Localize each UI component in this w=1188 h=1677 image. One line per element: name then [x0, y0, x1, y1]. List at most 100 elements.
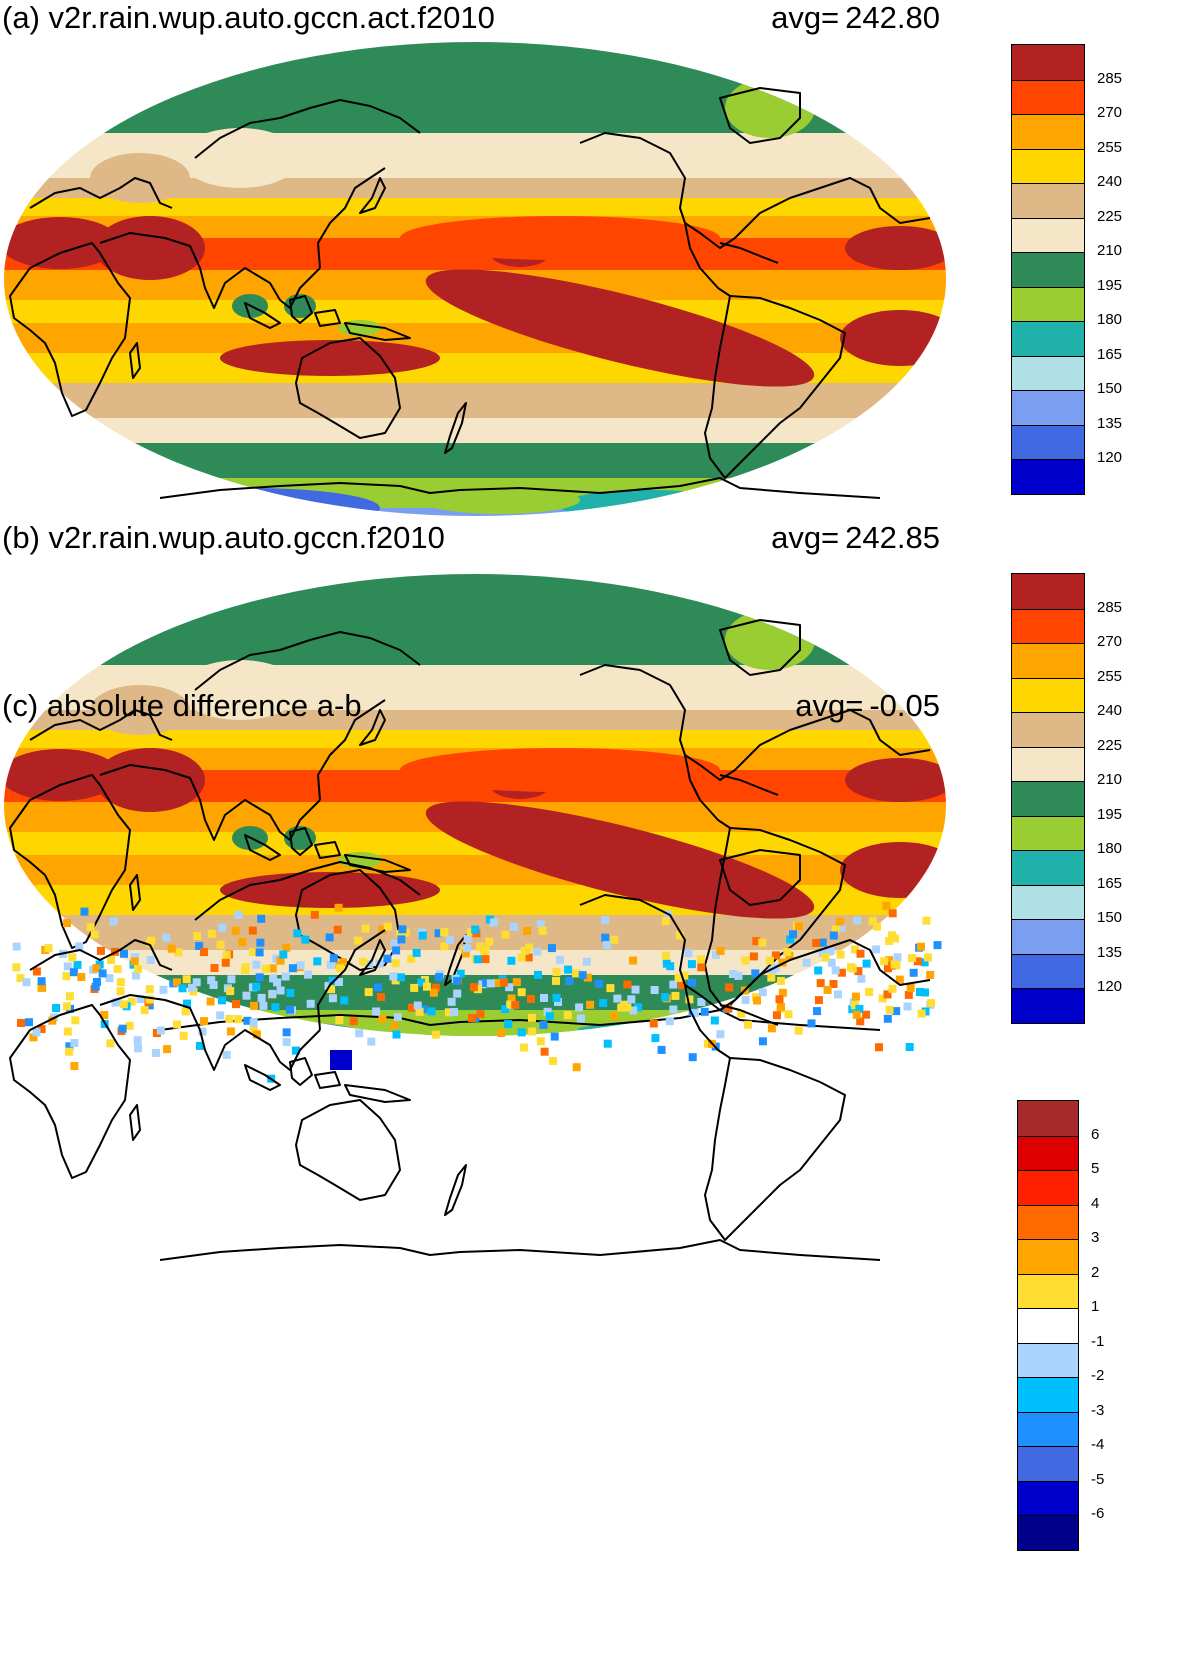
difference-cell — [62, 972, 71, 981]
difference-cell — [423, 982, 431, 991]
difference-cell — [712, 950, 720, 959]
map — [9, 849, 942, 1261]
coastline — [684, 222, 731, 297]
difference-cell — [836, 950, 845, 959]
difference-cell — [685, 995, 694, 1004]
difference-cell — [334, 903, 343, 912]
difference-cell — [873, 922, 881, 931]
difference-cell — [349, 1017, 358, 1026]
field-region — [845, 226, 946, 270]
difference-cell — [407, 1003, 416, 1012]
difference-cell — [131, 971, 140, 980]
coastline — [29, 709, 173, 741]
colorbar-swatch — [1018, 1101, 1078, 1136]
colorbar-tick-label: 135 — [1097, 943, 1123, 961]
difference-cell — [500, 978, 508, 987]
difference-cell — [91, 982, 100, 991]
difference-cell — [586, 1000, 595, 1009]
difference-cell — [243, 1016, 252, 1025]
difference-cell — [147, 936, 156, 945]
field-region — [180, 128, 300, 188]
difference-cell — [576, 1014, 585, 1023]
difference-cell — [697, 963, 706, 972]
difference-cell — [700, 1007, 709, 1016]
difference-cell — [136, 995, 145, 1003]
difference-cell — [286, 988, 295, 997]
difference-cell — [684, 949, 693, 958]
difference-cell — [429, 988, 438, 997]
difference-cell — [397, 973, 405, 982]
difference-cell — [601, 916, 609, 925]
difference-cell — [209, 981, 218, 989]
difference-cell — [32, 1028, 41, 1037]
difference-cell — [856, 1017, 865, 1026]
difference-cell — [753, 996, 761, 1005]
difference-cell — [393, 1012, 402, 1021]
difference-cell — [255, 973, 264, 982]
field-region — [845, 758, 946, 802]
difference-cell — [852, 1010, 861, 1019]
colorbar-tick-label: -2 — [1091, 1367, 1105, 1384]
panel-a: (a) v2r.rain.wup.auto.gccn.act.f2010 avg… — [0, 0, 1188, 520]
difference-cell — [922, 916, 931, 925]
difference-cell — [601, 933, 610, 942]
average-value: 242.80 — [845, 0, 940, 35]
difference-cell — [456, 969, 465, 978]
difference-cell — [909, 968, 918, 977]
difference-cell — [12, 963, 21, 972]
difference-cell — [794, 1026, 803, 1035]
difference-cell — [856, 949, 865, 958]
difference-cell — [855, 1004, 864, 1013]
coastline — [314, 1071, 341, 1089]
difference-cell — [218, 996, 226, 1005]
difference-cell — [882, 901, 891, 910]
coastline — [194, 861, 421, 921]
field-band — [4, 198, 946, 216]
colorbar-tick-label: -3 — [1091, 1401, 1105, 1419]
difference-cell — [163, 1045, 171, 1054]
difference-cell — [226, 987, 235, 996]
difference-cell — [915, 988, 924, 996]
difference-cell — [359, 957, 368, 966]
difference-cell — [578, 971, 587, 980]
difference-cell — [446, 936, 454, 944]
difference-cell — [182, 975, 191, 984]
colorbar-swatch — [1012, 459, 1084, 494]
difference-cell — [737, 1009, 746, 1018]
difference-cell — [888, 984, 897, 993]
colorbar-tick-label: 150 — [1097, 380, 1123, 397]
field-band — [4, 730, 946, 748]
difference-cell — [361, 924, 370, 933]
difference-cell — [162, 933, 171, 942]
coastline — [317, 929, 386, 1031]
field-region — [425, 801, 815, 919]
coastline — [719, 849, 801, 906]
coastline — [29, 177, 173, 209]
difference-cell — [528, 1013, 536, 1022]
difference-cell — [816, 979, 825, 988]
difference-cell — [520, 946, 529, 955]
difference-cell — [354, 936, 363, 945]
panel-title: (a) v2r.rain.wup.auto.gccn.act.f2010 — [2, 0, 495, 35]
difference-cell — [885, 956, 893, 965]
difference-cell — [778, 958, 787, 967]
coastline — [359, 177, 386, 214]
difference-cell — [238, 937, 247, 946]
difference-cell — [552, 993, 561, 1002]
difference-cell — [100, 1011, 109, 1019]
colorbar-swatch — [1018, 1273, 1078, 1308]
difference-cell — [453, 989, 462, 998]
difference-cell — [86, 922, 95, 931]
difference-cell — [146, 955, 155, 964]
difference-cell — [549, 1057, 557, 1065]
difference-cell — [257, 993, 266, 1002]
difference-cell — [517, 1028, 526, 1037]
coastline — [359, 939, 386, 976]
difference-cell — [634, 1003, 642, 1012]
difference-cell — [813, 1007, 821, 1016]
difference-cell — [183, 999, 191, 1008]
difference-cell — [528, 1027, 537, 1036]
difference-cell — [595, 979, 603, 988]
difference-cell — [68, 953, 77, 962]
difference-cell — [768, 966, 777, 975]
